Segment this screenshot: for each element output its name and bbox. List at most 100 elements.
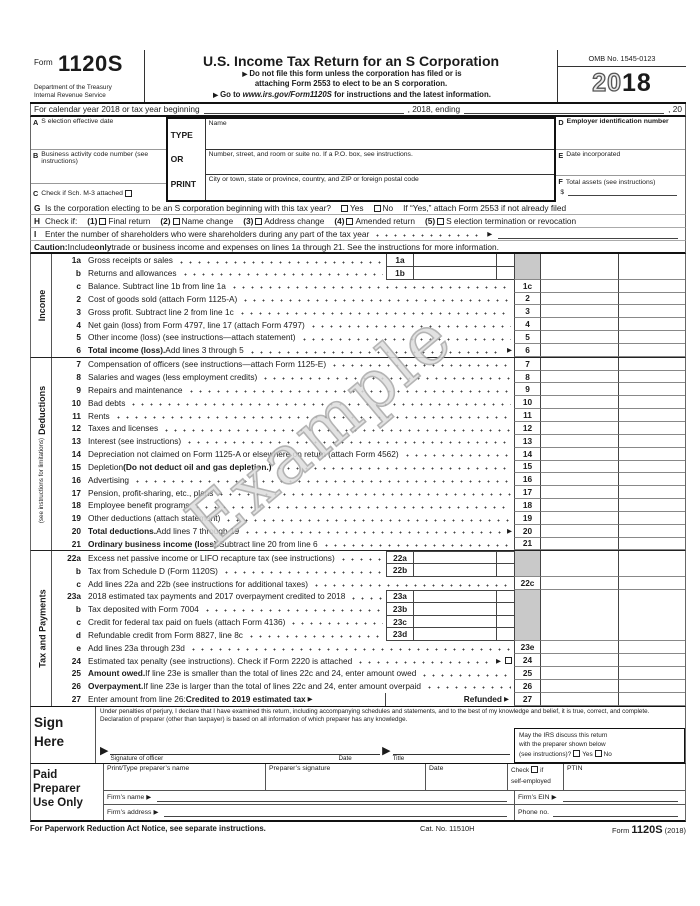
total-assets-field[interactable] [568,186,677,196]
cents-field-18[interactable] [618,499,685,512]
cents-field-1b[interactable] [496,266,514,280]
cents-field-26[interactable] [618,679,685,693]
amount-field-25[interactable] [541,667,618,680]
preparer-date-field[interactable]: Date [426,763,508,790]
cents-field-6[interactable] [618,343,685,357]
cents-field-22c[interactable] [618,577,685,590]
amount-field-1b[interactable] [413,266,496,280]
amount-field-16[interactable] [541,473,618,487]
amount-field-13[interactable] [541,435,618,448]
irs-url[interactable]: www.irs.gov/Form1120S [242,89,332,99]
final-return-checkbox[interactable] [99,217,107,225]
amended-return-checkbox[interactable] [346,217,354,225]
amount-field-15[interactable] [541,461,618,474]
ptin-field[interactable]: PTIN [564,764,685,790]
firms-name-field[interactable] [157,792,507,803]
cents-field-9[interactable] [618,383,685,397]
g-no-checkbox[interactable] [373,204,381,212]
date-incorporated-cell[interactable]: E Date incorporated [556,150,685,176]
amount-field-6[interactable] [541,344,618,357]
s-election-termination-checkbox[interactable] [437,217,445,225]
cents-field-4[interactable] [618,318,685,332]
cents-field-19[interactable] [618,511,685,525]
cents-field-23e[interactable] [618,641,685,655]
cents-field-13[interactable] [618,434,685,448]
city-field[interactable]: City or town, state or province, country… [206,175,555,200]
tax-year-begin-field[interactable] [203,104,404,114]
self-employed-checkbox[interactable] [531,765,539,773]
title-field[interactable] [392,742,510,755]
phone-no-field[interactable] [553,807,678,818]
amount-field-1a[interactable] [413,254,496,267]
amount-field-22c[interactable] [541,577,618,590]
amount-field-23b[interactable] [413,602,496,616]
address-change-checkbox[interactable] [255,217,263,225]
cents-field-23b[interactable] [496,602,514,616]
cents-field-23c[interactable] [496,615,514,629]
cents-field-1a[interactable] [496,254,514,267]
amount-field-18[interactable] [541,499,618,512]
street-field[interactable]: Number, street, and room or suite no. If… [205,150,555,175]
amount-field-2[interactable] [541,293,618,306]
cents-field-24[interactable] [618,654,685,667]
amount-field-21[interactable] [541,538,618,551]
irs-discuss-no-checkbox[interactable] [594,749,602,757]
cents-field-22a[interactable] [496,551,514,565]
irs-discuss-yes-checkbox[interactable] [573,749,581,757]
amount-field-27[interactable] [541,693,618,706]
cents-field-11[interactable] [618,409,685,422]
cents-field-1c[interactable] [618,279,685,293]
tax-year-end-field[interactable] [464,104,665,114]
amount-field-26[interactable] [541,680,618,693]
cents-field-25[interactable] [618,667,685,680]
amount-field-23c[interactable] [413,615,496,629]
amount-field-19[interactable] [541,512,618,525]
amount-field-7[interactable] [541,358,618,371]
cents-field-7[interactable] [618,357,685,371]
shareholder-count-field[interactable] [498,229,678,239]
ein-cell[interactable]: D Employer identification number [556,117,685,150]
cents-field-10[interactable] [618,396,685,410]
g-yes-checkbox[interactable] [340,204,348,212]
amount-field-3[interactable] [541,305,618,319]
amount-field-22b[interactable] [413,564,496,578]
cents-field-23d[interactable] [496,628,514,642]
amount-field-17[interactable] [541,486,618,500]
firms-ein-field[interactable] [562,792,678,803]
amount-field-23d[interactable] [413,628,496,642]
amount-field-4[interactable] [541,318,618,332]
amount-field-22a[interactable] [413,551,496,565]
cents-field-22b[interactable] [496,564,514,578]
amount-field-8[interactable] [541,371,618,384]
officer-signature-field[interactable] [110,742,311,755]
amount-field-20[interactable] [541,525,618,538]
amount-field-23e[interactable] [541,641,618,655]
name-field[interactable]: Name [205,119,555,150]
cents-field-21[interactable] [618,537,685,551]
cents-field-5[interactable] [618,331,685,344]
cents-field-12[interactable] [618,421,685,435]
signature-date-field[interactable] [310,742,381,755]
cents-field-2[interactable] [618,292,685,306]
amount-field-1c[interactable] [541,280,618,293]
amount-field-9[interactable] [541,383,618,397]
cents-field-17[interactable] [618,486,685,500]
amount-field-10[interactable] [541,396,618,410]
cents-field-8[interactable] [618,370,685,384]
amount-field-24[interactable] [541,654,618,667]
amount-field-14[interactable] [541,448,618,461]
form-2220-checkbox[interactable] [505,657,512,665]
amount-field-12[interactable] [541,422,618,435]
cents-field-14[interactable] [618,447,685,461]
amount-field-11[interactable] [541,409,618,422]
amount-field-5[interactable] [541,331,618,344]
cents-field-23a[interactable] [496,589,514,603]
cents-field-3[interactable] [618,305,685,319]
preparer-signature-field[interactable]: Preparer’s signature [266,763,426,790]
sch-m3-checkbox[interactable] [124,189,132,197]
cents-field-27[interactable] [618,692,685,706]
cents-field-15[interactable] [618,460,685,474]
cents-field-16[interactable] [618,473,685,487]
name-change-checkbox[interactable] [172,217,180,225]
